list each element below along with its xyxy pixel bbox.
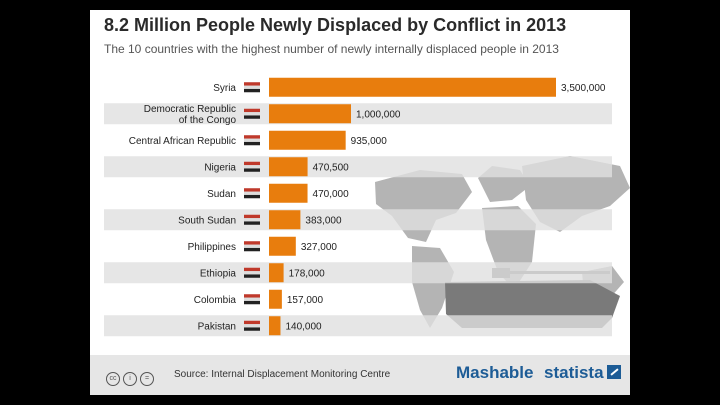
pakistan-flag <box>244 320 260 331</box>
bar-chart: Syria 3,500,000 Democratic Republic of the … <box>104 77 630 337</box>
map-landmass-0 <box>375 170 472 242</box>
value-label: 327,000 <box>301 242 338 253</box>
value-label: 3,500,000 <box>561 83 606 94</box>
category-label: Pakistan <box>198 321 236 332</box>
bar-row: Central African Republic 935,000 <box>129 130 388 150</box>
bar-row: Colombia 157,000 <box>194 289 324 309</box>
philippines-flag <box>244 241 260 252</box>
row-stripe <box>104 103 612 125</box>
row-stripe <box>104 315 612 337</box>
category-label: Philippines <box>188 242 236 253</box>
statista-logo: statista <box>544 363 621 383</box>
bar <box>269 236 296 256</box>
bar <box>269 104 351 124</box>
ethiopia-flag <box>244 267 260 278</box>
value-label: 157,000 <box>287 295 324 306</box>
bar-row: Philippines 327,000 <box>188 236 338 256</box>
license-icons: cc i = <box>106 367 157 386</box>
chart-title: 8.2 Million People Newly Displaced by Co… <box>104 15 567 35</box>
bar <box>269 77 556 97</box>
chart-subtitle: The 10 countries with the highest number… <box>104 42 559 56</box>
category-label: Ethiopia <box>200 268 237 279</box>
nigeria-flag <box>244 161 260 172</box>
no-derivatives-icon: = <box>140 372 154 386</box>
syria-flag <box>244 82 260 93</box>
bar <box>269 183 308 203</box>
cc-icon: cc <box>106 372 120 386</box>
category-label: Sudan <box>207 189 236 200</box>
value-label: 140,000 <box>285 321 322 332</box>
statista-icon <box>606 365 621 379</box>
value-label: 178,000 <box>289 268 326 279</box>
category-label: Nigeria <box>204 162 236 173</box>
bar <box>269 130 346 150</box>
mashable-logo: Mashable <box>456 363 534 382</box>
bar <box>269 210 301 230</box>
row-stripe <box>104 156 612 178</box>
category-label: Democratic Republic of the Congo <box>144 104 237 126</box>
colombia-flag <box>244 294 260 305</box>
bar-row: Democratic Republic of the Congo 1,000,000 <box>104 103 612 126</box>
source-note: Source: Internal Displacement Monitoring… <box>174 369 391 380</box>
value-label: 1,000,000 <box>356 109 401 120</box>
bar-row: Syria 3,500,000 <box>213 77 606 97</box>
value-label: 383,000 <box>305 215 342 226</box>
bar-row: Sudan 470,000 <box>207 183 350 203</box>
attribution-icon: i <box>123 372 137 386</box>
value-label: 470,000 <box>313 189 350 200</box>
category-label: Colombia <box>194 295 237 306</box>
bar <box>269 289 282 309</box>
bar-row: Nigeria 470,500 <box>104 156 612 178</box>
row-stripe <box>104 209 612 231</box>
sudan-flag <box>244 188 260 199</box>
value-label: 935,000 <box>351 136 388 147</box>
footer: cc i = Source: Internal Displacement Monit… <box>90 355 630 395</box>
bar-row: Ethiopia 178,000 <box>104 262 612 284</box>
infographic-card: Syria 3,500,000 Democratic Republic of the … <box>90 10 630 395</box>
bar <box>269 157 308 177</box>
bar-row: South Sudan 383,000 <box>104 209 612 231</box>
car-flag <box>244 135 260 146</box>
row-stripe <box>104 262 612 284</box>
drc-flag <box>244 108 260 119</box>
category-label: Central African Republic <box>129 136 236 147</box>
world-map-watermark <box>375 156 630 328</box>
value-label: 470,500 <box>313 162 350 173</box>
bar <box>269 263 284 283</box>
bar-row: Pakistan 140,000 <box>104 315 612 337</box>
category-label: Syria <box>213 83 236 94</box>
bar <box>269 316 281 336</box>
category-label: South Sudan <box>178 215 236 226</box>
statista-logo-text: statista <box>544 363 604 382</box>
south-sudan-flag <box>244 214 260 225</box>
